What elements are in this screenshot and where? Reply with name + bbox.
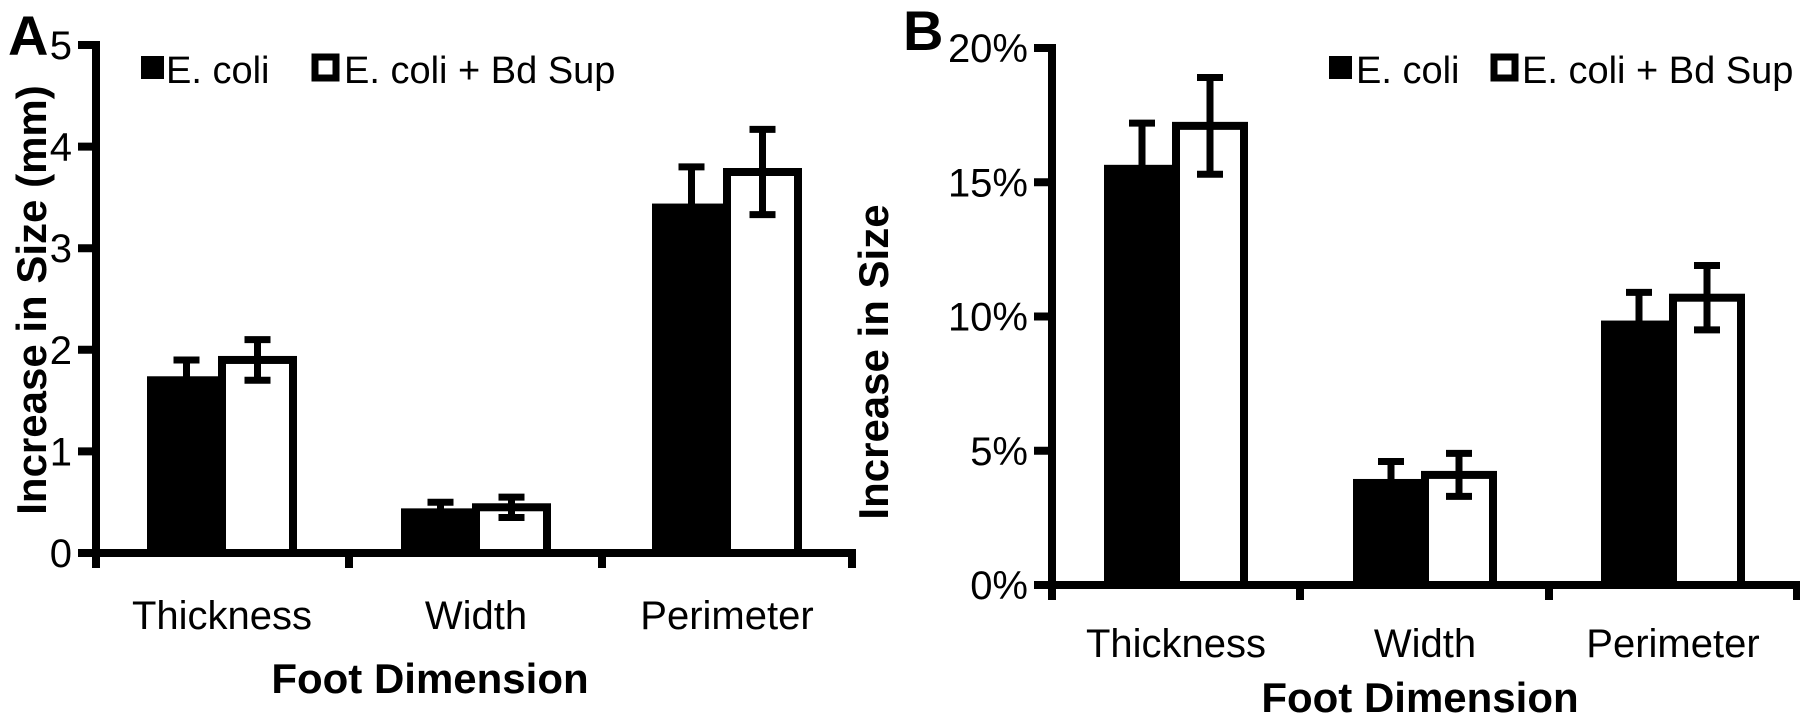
panel-b-y-tick-label: 15% [948, 161, 1028, 205]
panel-a-legend-label: E. coli [166, 50, 269, 92]
panel-b-error-bar [1694, 261, 1720, 334]
panel-b-error-bar [1129, 119, 1155, 218]
legend-swatch-filled-square [141, 56, 164, 79]
panel-b-legend: E. coli E. coli + Bd Sup [1329, 50, 1793, 92]
panel-b-category-label-perimeter: Perimeter [1586, 622, 1759, 666]
panel-a-y-tick-label: 0 [50, 532, 72, 576]
panel-a-y-tick-label: 5 [50, 24, 72, 68]
panel-b-y-tick-label: 20% [948, 27, 1028, 71]
panel-b-y-tick-label: 0% [970, 564, 1028, 608]
panel-b-error-bar [1378, 457, 1404, 508]
panel-a-error-bar [427, 498, 454, 527]
panel-a-category-label-perimeter: Perimeter [640, 594, 813, 638]
panel-b-bar-ecoli-thickness [1104, 164, 1180, 589]
panel-a-y-tick-label: 3 [50, 227, 72, 271]
panel-b-error-bar [1197, 74, 1223, 178]
panel-a-error-bar [498, 493, 525, 521]
panel-a-bar-ecoli-bdsup-thickness [218, 355, 297, 557]
panel-b-bar-ecoli-bdsup-width [1421, 470, 1497, 590]
panel-a-y-tick-label: 4 [50, 126, 72, 170]
panel-b-bar-ecoli-bdsup-perimeter [1669, 293, 1745, 589]
panel-a-letter: A [8, 4, 48, 67]
panel-b-error-bar [1446, 449, 1472, 500]
panel-a-bar-ecoli-thickness [147, 376, 226, 557]
panel-b-y-axis-title: Increase in Size [850, 204, 897, 519]
panel-b-category-label-thickness: Thickness [1086, 622, 1266, 666]
panel-a-bar-ecoli-perimeter [652, 203, 731, 557]
panel-a-error-bar [173, 356, 200, 405]
panel-b-error-bar [1626, 288, 1652, 361]
panel-b: B Increase in Size Foot Dimension 0% 5% 10% 15… [850, 0, 1800, 716]
panel-a-y-tick-label: 2 [50, 329, 72, 373]
panel-b-x-axis-title: Foot Dimension [1261, 674, 1578, 716]
panel-b-category-label-width: Width [1374, 622, 1476, 666]
panel-a-legend-label: E. coli + Bd Sup [344, 50, 615, 92]
panel-b-y-tick-label: 10% [948, 296, 1028, 340]
panel-a-category-label-thickness: Thickness [132, 594, 312, 638]
panel-a: A Increase in Size (mm) Foot Dimension 0 1 2 3… [8, 4, 856, 702]
panel-a-error-bar [244, 336, 271, 384]
panel-a-x-axis-title: Foot Dimension [271, 655, 588, 702]
panel-a-error-bar [749, 125, 776, 219]
legend-swatch-filled-square [1329, 56, 1352, 79]
panel-b-bar-ecoli-bdsup-thickness [1172, 121, 1248, 590]
panel-a-bar-ecoli-bdsup-perimeter [723, 168, 802, 557]
panel-b-bar-ecoli-perimeter [1601, 320, 1677, 589]
panel-b-legend-label: E. coli [1356, 50, 1459, 92]
panel-a-error-bar [678, 163, 705, 252]
panel-b-letter: B [903, 0, 943, 62]
panel-a-y-tick-label: 1 [50, 430, 72, 474]
panel-a-category-label-width: Width [425, 594, 527, 638]
panel-b-y-tick-label: 5% [970, 430, 1028, 474]
panel-a-y-axis-title: Increase in Size (mm) [8, 85, 55, 515]
legend-swatch-open-square [1490, 53, 1519, 82]
legend-swatch-open-square [311, 53, 340, 82]
panel-b-legend-label: E. coli + Bd Sup [1522, 50, 1793, 92]
panel-a-legend: E. coli E. coli + Bd Sup [141, 50, 615, 92]
